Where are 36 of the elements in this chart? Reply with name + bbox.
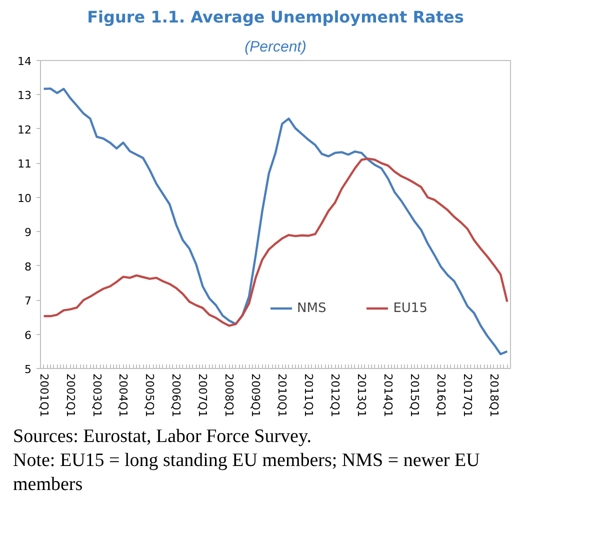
x-tick-label: 2011Q1: [302, 374, 316, 418]
y-tick-label: 7: [24, 294, 32, 308]
y-tick-label: 10: [18, 192, 32, 205]
line-series: [42, 87, 508, 356]
text: Note: EU15 = long standing EU members; NMS = newer EU members: [13, 448, 481, 496]
x-tick-label: 2006Q1: [170, 374, 183, 418]
x-tick-label: 2008Q1: [222, 374, 236, 418]
legend-label: NMS: [297, 300, 326, 316]
x-tick-label: 2009Q1: [249, 374, 262, 418]
x-tick-label: 2003Q1: [90, 374, 104, 418]
x-tick-label: 2015Q1: [408, 374, 422, 418]
x-tick-label: 2001Q1: [37, 374, 50, 418]
x-tick-label: 2012Q1: [328, 374, 342, 418]
x-tick-label: 2016Q1: [434, 374, 448, 418]
y-tick-label: 9: [24, 226, 32, 240]
y-tick-label: 5: [24, 363, 32, 376]
x-tick-label: 2010Q1: [276, 374, 289, 418]
source-note: Sources: Eurostat, Labor Force Survey.: [13, 425, 312, 449]
legend-label: EU15: [393, 300, 428, 316]
y-tick-label: 11: [18, 158, 32, 171]
y-tick-label: 8: [24, 260, 32, 274]
x-tick-label: 2005Q1: [143, 374, 156, 418]
y-tick-label: 12: [18, 123, 32, 136]
x-tick-label: 2017Q1: [460, 374, 474, 418]
x-tick-label: 2014Q1: [382, 374, 395, 418]
x-tick-label: 2007Q1: [196, 374, 210, 418]
x-tick-label: 2018Q1: [487, 374, 500, 418]
x-tick-label: 2004Q1: [116, 374, 130, 418]
y-tick-label: 14: [18, 55, 32, 68]
y-tick-label: 6: [24, 328, 32, 342]
chart-title: Figure 1.1. Average Unemployment Rates: [87, 8, 464, 26]
line-series: [42, 158, 508, 327]
chart-subtitle: (Percent): [244, 38, 306, 56]
x-tick-label: 2002Q1: [64, 374, 77, 418]
x-tick-label: 2013Q1: [355, 374, 368, 418]
y-tick-label: 13: [18, 89, 32, 102]
